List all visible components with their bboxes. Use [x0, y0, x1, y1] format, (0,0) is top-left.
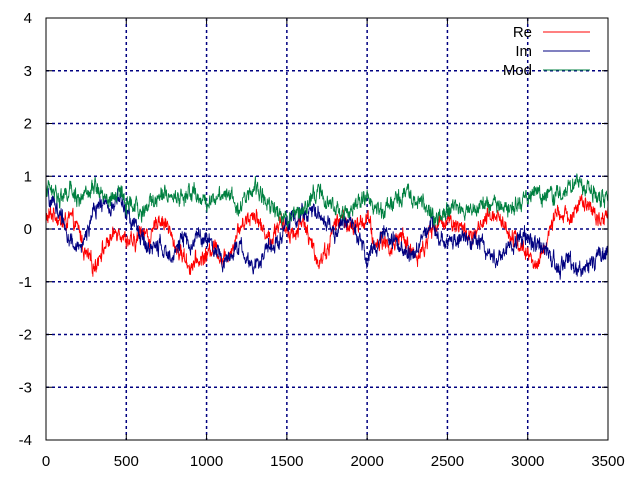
x-tick-label: 2500 — [431, 453, 464, 470]
legend-label-re: Re — [513, 24, 532, 41]
legend-label-mod: Mod — [503, 62, 532, 79]
x-tick-label: 1500 — [270, 453, 303, 470]
x-tick-label: 3000 — [511, 453, 544, 470]
x-tick-label: 3500 — [591, 453, 624, 470]
x-tick-label: 1000 — [190, 453, 223, 470]
y-tick-label: 3 — [24, 63, 32, 80]
series-line-mod — [45, 173, 609, 229]
y-tick-label: 1 — [24, 168, 32, 185]
series-line-im — [45, 187, 609, 280]
y-tick-label: -4 — [19, 432, 32, 449]
axis-ticks: 0 500 1000 1500 2000 2500 3000 3500 -4 -3 -2 -1 0 1 2 3… — [19, 10, 625, 470]
y-tick-label: -3 — [19, 379, 32, 396]
series-group — [45, 173, 609, 280]
y-tick-label: -2 — [19, 327, 32, 344]
y-tick-label: 4 — [24, 10, 32, 27]
x-tick-label: 500 — [114, 453, 139, 470]
series-line-re — [45, 194, 609, 277]
x-tick-label: 0 — [42, 453, 50, 470]
legend: Re Im Mod — [503, 24, 590, 79]
x-tick-label: 2000 — [350, 453, 383, 470]
y-tick-label: -1 — [19, 274, 32, 291]
y-tick-label: 2 — [24, 116, 32, 133]
legend-label-im: Im — [515, 43, 532, 60]
y-tick-label: 0 — [24, 221, 32, 238]
